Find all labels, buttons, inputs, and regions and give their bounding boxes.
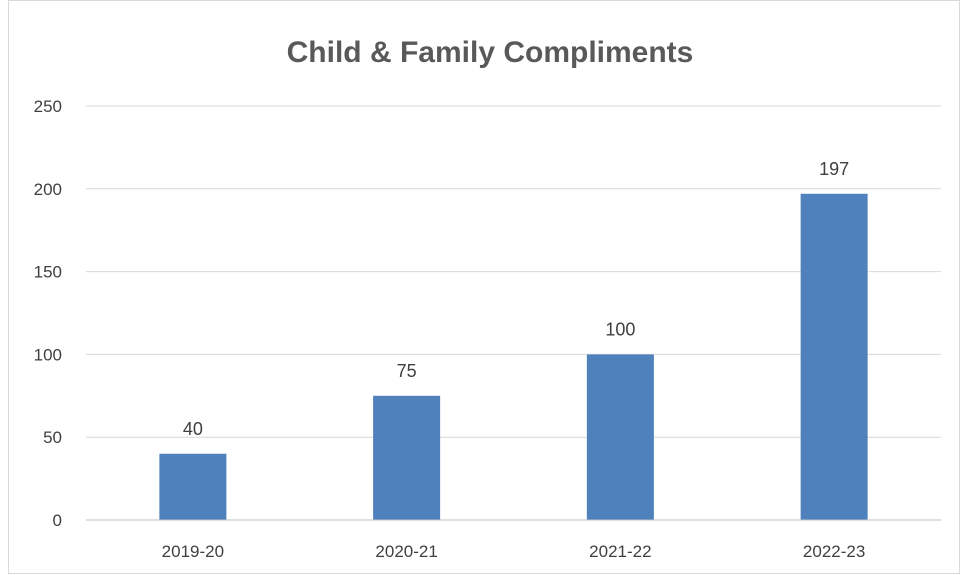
y-tick-label: 100 (34, 345, 62, 364)
chart-title: Child & Family Compliments (287, 36, 694, 69)
y-tick-label: 200 (34, 180, 62, 199)
y-tick-label: 0 (53, 511, 62, 530)
data-label: 197 (819, 159, 849, 179)
gridlines (86, 105, 941, 438)
bar (159, 453, 227, 520)
y-axis-ticks: 0 50 100 150 200 250 (34, 97, 62, 530)
x-axis-ticks: 2019-20 2020-21 2021-22 2022-23 (162, 542, 866, 561)
data-label: 75 (397, 361, 417, 381)
bar (586, 354, 654, 520)
y-tick-label: 250 (34, 97, 62, 116)
y-tick-label: 50 (43, 428, 62, 447)
bars (159, 193, 868, 520)
x-tick-label: 2021-22 (589, 542, 651, 561)
data-labels: 40 75 100 197 (183, 159, 849, 439)
data-label: 100 (605, 319, 635, 339)
bar (800, 193, 868, 520)
y-tick-label: 150 (34, 263, 62, 282)
data-label: 40 (183, 419, 203, 439)
bar (373, 395, 441, 520)
x-tick-label: 2022-23 (803, 542, 865, 561)
x-tick-label: 2020-21 (375, 542, 437, 561)
x-tick-label: 2019-20 (162, 542, 224, 561)
